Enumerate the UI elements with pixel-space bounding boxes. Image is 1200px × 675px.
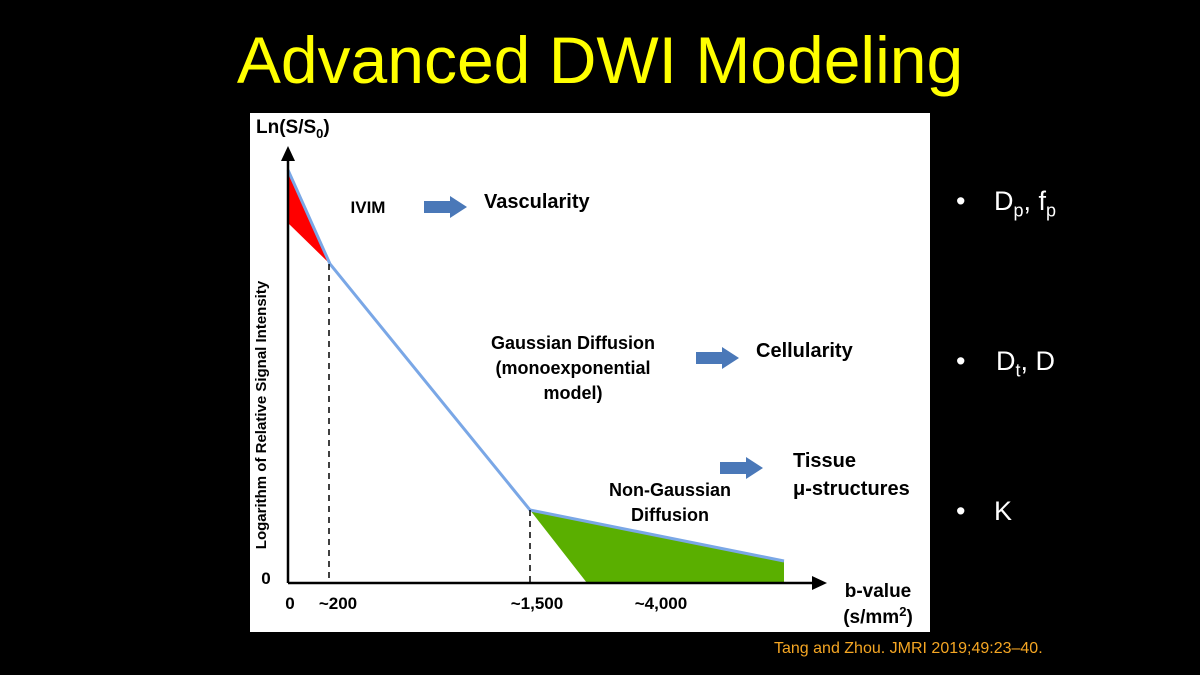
x-axis-unit-label: (s/mm2) [843,604,913,628]
bullet-mid: , D [1020,346,1056,376]
y-axis-top-label: Ln(S/S0) [256,117,330,141]
ivim-label: IVIM [351,198,386,217]
cellularity-label: Cellularity [756,340,854,362]
gaussian-label-line: (monoexponential [495,358,650,378]
y-zero-label: 0 [261,569,270,588]
bullet-subscript: t [1015,360,1021,381]
y-axis-arrowhead [281,146,295,161]
arrow-right-icon [424,196,467,218]
non-gaussian-label-line: Diffusion [631,505,709,525]
tissue-label: Tissue [793,450,856,472]
vascularity-label: Vascularity [484,191,591,213]
bullet-main: K [994,496,1013,526]
microstructures-label: μ-structures [793,478,910,500]
citation: Tang and Zhou. JMRI 2019;49:23–40. [774,640,1043,657]
arrow-right-icon [720,457,763,479]
bullet-subscript: p [1046,200,1057,221]
bullet-main: D [994,186,1014,216]
gaussian-label-line: Gaussian Diffusion [491,333,655,353]
y-axis-label: Logarithm of Relative Signal Intensity [253,280,270,549]
bullet-item: • K [956,496,1156,536]
x-axis-label: b-value [845,581,912,602]
bullet-icon: • [956,496,966,526]
x-tick-label: ~4,000 [635,594,687,613]
x-tick-label: ~200 [319,594,357,613]
non-gaussian-label-line: Non-Gaussian [609,480,731,500]
signal-decay-curve [286,169,785,563]
bullet-icon: • [956,186,966,216]
gaussian-label-line: model) [543,383,602,403]
bullet-main: D [996,346,1016,376]
x-tick-label: 0 [285,594,294,613]
x-tick-label: ~1,500 [511,594,563,613]
figure-panel: Ln(S/S0) Logarithm of Relative Signal In… [250,113,930,632]
bullet-subscript: p [1013,200,1024,221]
dwi-signal-decay-diagram: Ln(S/S0) Logarithm of Relative Signal In… [253,117,913,628]
bullet-item: • Dp, fp [956,186,1156,226]
non-gaussian-region-fill [530,510,784,583]
arrow-right-icon [696,347,739,369]
slide-title: Advanced DWI Modeling [236,23,964,97]
bullet-icon: • [956,346,966,376]
x-axis-arrowhead [812,576,827,590]
bullet-item: • Dt, D [956,346,1156,386]
bullet-mid: , f [1023,186,1047,216]
